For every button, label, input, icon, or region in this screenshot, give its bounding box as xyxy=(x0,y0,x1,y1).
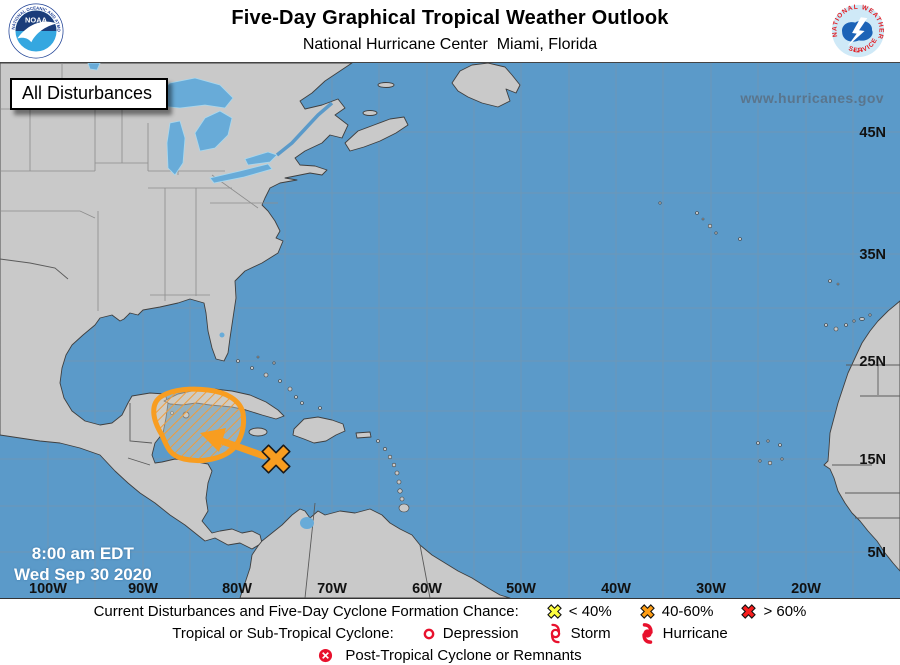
land-masses xyxy=(0,63,900,598)
lat-label: 45N xyxy=(859,125,886,141)
page-subtitle: National Hurricane Center Miami, Florida xyxy=(302,36,598,53)
legend-item-depression: Depression xyxy=(421,625,519,642)
land-atlantic-islands xyxy=(170,201,872,466)
land-jamaica xyxy=(248,427,268,437)
issuance-time: 8:00 am EDT xyxy=(31,544,134,563)
state-borders xyxy=(0,63,278,311)
legend-item-low-chance: < 40% xyxy=(546,603,612,620)
disturbance-motion-arrow xyxy=(200,428,268,460)
low-chance-text: < 40% xyxy=(568,603,612,620)
disturbance-formation-area[interactable] xyxy=(151,386,247,464)
lon-label: 60W xyxy=(412,581,442,597)
lon-label: 70W xyxy=(317,581,347,597)
cyclone-types-label: Tropical or Sub-Tropical Cyclone: xyxy=(172,625,394,642)
legend-item-hurricane: Hurricane xyxy=(638,623,728,644)
disturbance-x-marker[interactable] xyxy=(255,438,297,480)
legend-row-cyclone-types: Tropical or Sub-Tropical Cyclone: Depres… xyxy=(172,623,728,644)
hurricane-icon xyxy=(638,623,657,644)
coordinate-labels: 45N 35N 25N 15N 5N 100W 90W 80W 70W 60W … xyxy=(29,125,886,597)
st-lawrence-river xyxy=(275,101,334,157)
header: NATIONAL OCEANIC AND ATMOSPHERIC ADMINIS… xyxy=(0,0,900,62)
land-puerto-rico xyxy=(355,431,372,439)
land-lesser-antilles xyxy=(376,439,410,513)
land-africa xyxy=(823,300,900,572)
lon-label: 90W xyxy=(128,581,158,597)
lon-label: 100W xyxy=(29,581,67,597)
noaa-logo-icon: NATIONAL OCEANIC AND ATMOSPHERIC ADMINIS… xyxy=(8,3,64,59)
yellow-x-icon xyxy=(546,603,563,620)
depression-text: Depression xyxy=(442,625,519,642)
medium-chance-text: 40-60% xyxy=(661,603,714,620)
page-title: Five-Day Graphical Tropical Weather Outl… xyxy=(231,7,669,29)
lon-label: 50W xyxy=(506,581,536,597)
land-hispaniola xyxy=(292,416,346,444)
legend-item-high-chance: > 60% xyxy=(740,603,806,620)
storm-text: Storm xyxy=(570,625,611,642)
post-tropical-text: Post-Tropical Cyclone or Remnants xyxy=(345,647,582,664)
tropical-storm-icon xyxy=(546,623,565,644)
lat-label: 25N xyxy=(859,354,886,370)
legend-item-post-tropical: Post-Tropical Cyclone or Remnants xyxy=(318,647,582,664)
red-x-icon xyxy=(740,603,757,620)
lon-label: 80W xyxy=(222,581,252,597)
country-borders xyxy=(0,258,900,598)
land-bahamas xyxy=(236,355,322,410)
basemap-graphic: 45N 35N 25N 15N 5N 100W 90W 80W 70W 60W … xyxy=(0,63,900,598)
svg-text:NOAA: NOAA xyxy=(25,16,48,25)
orange-x-icon xyxy=(639,603,656,620)
legend-item-medium-chance: 40-60% xyxy=(639,603,714,620)
hurricane-text: Hurricane xyxy=(662,625,728,642)
legend-row-post-tropical: Post-Tropical Cyclone or Remnants xyxy=(318,647,582,664)
legend-row-formation-chance: Current Disturbances and Five-Day Cyclon… xyxy=(94,603,807,620)
lon-label: 40W xyxy=(601,581,631,597)
issuance-timestamp: 8:00 am EDT Wed Sep 30 2020 xyxy=(14,543,152,586)
legend-item-storm: Storm xyxy=(546,623,611,644)
formation-chance-label: Current Disturbances and Five-Day Cyclon… xyxy=(93,603,519,620)
post-tropical-icon xyxy=(318,648,333,663)
lat-label: 15N xyxy=(859,452,886,468)
land-newfoundland xyxy=(451,63,521,108)
great-lakes xyxy=(87,63,314,529)
all-disturbances-label: All Disturbances xyxy=(10,78,169,110)
outlook-map[interactable]: 45N 35N 25N 15N 5N 100W 90W 80W 70W 60W … xyxy=(0,62,900,598)
lon-label: 20W xyxy=(791,581,821,597)
nws-logo-icon: NATIONAL WEATHER SERVICE xyxy=(831,4,885,58)
issuance-date: Wed Sep 30 2020 xyxy=(14,565,152,585)
land-nova-scotia xyxy=(344,116,409,152)
lat-label: 5N xyxy=(867,545,886,561)
lon-label: 30W xyxy=(696,581,726,597)
legend: Current Disturbances and Five-Day Cyclon… xyxy=(0,598,900,665)
lat-label: 35N xyxy=(859,247,886,263)
disturbance-graphics xyxy=(151,386,297,480)
watermark-url: www.hurricanes.gov xyxy=(740,90,884,106)
high-chance-text: > 60% xyxy=(763,603,807,620)
depression-icon xyxy=(421,626,437,642)
